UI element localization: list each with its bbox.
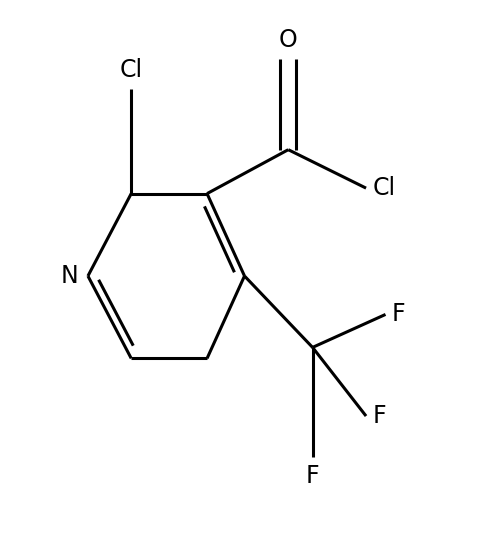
Text: O: O (278, 28, 297, 52)
Text: N: N (61, 264, 78, 288)
Text: F: F (391, 302, 405, 326)
Text: Cl: Cl (372, 176, 395, 200)
Text: Cl: Cl (120, 58, 142, 82)
Text: F: F (372, 404, 385, 428)
Text: F: F (305, 464, 319, 489)
